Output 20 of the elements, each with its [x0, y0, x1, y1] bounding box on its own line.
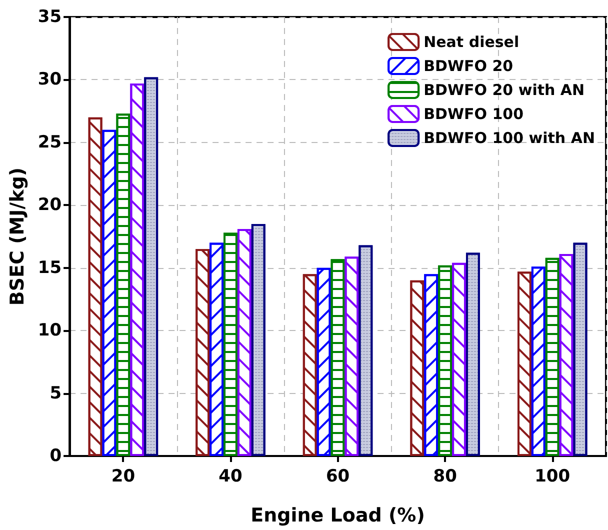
x-tick-label: 60: [326, 466, 350, 486]
y-tick-label: 10: [38, 320, 62, 341]
x-tick-label: 40: [218, 466, 242, 486]
x-tick-label: 80: [433, 466, 458, 486]
legend-label: BDWFO 100: [424, 105, 524, 123]
y-tick-label: 25: [38, 132, 62, 152]
legend-label: BDWFO 20: [424, 57, 514, 75]
y-tick-label: 15: [38, 258, 62, 278]
legend-label: BDWFO 20 with AN: [424, 81, 585, 99]
y-tick-label: 20: [38, 195, 62, 216]
y-tick-label: 30: [38, 70, 62, 90]
x-axis-title: Engine Load (%): [250, 504, 425, 526]
y-axis-title: BSEC (MJ/kg): [6, 167, 28, 306]
y-tick-label: 35: [38, 7, 62, 27]
y-tick-label: 5: [50, 383, 62, 404]
legend-label: Neat diesel: [424, 33, 520, 51]
x-tick-label: 100: [534, 466, 570, 486]
legend-label: BDWFO 100 with AN: [424, 129, 596, 147]
x-tick-label: 20: [111, 466, 136, 486]
y-tick-label: 0: [50, 446, 62, 466]
